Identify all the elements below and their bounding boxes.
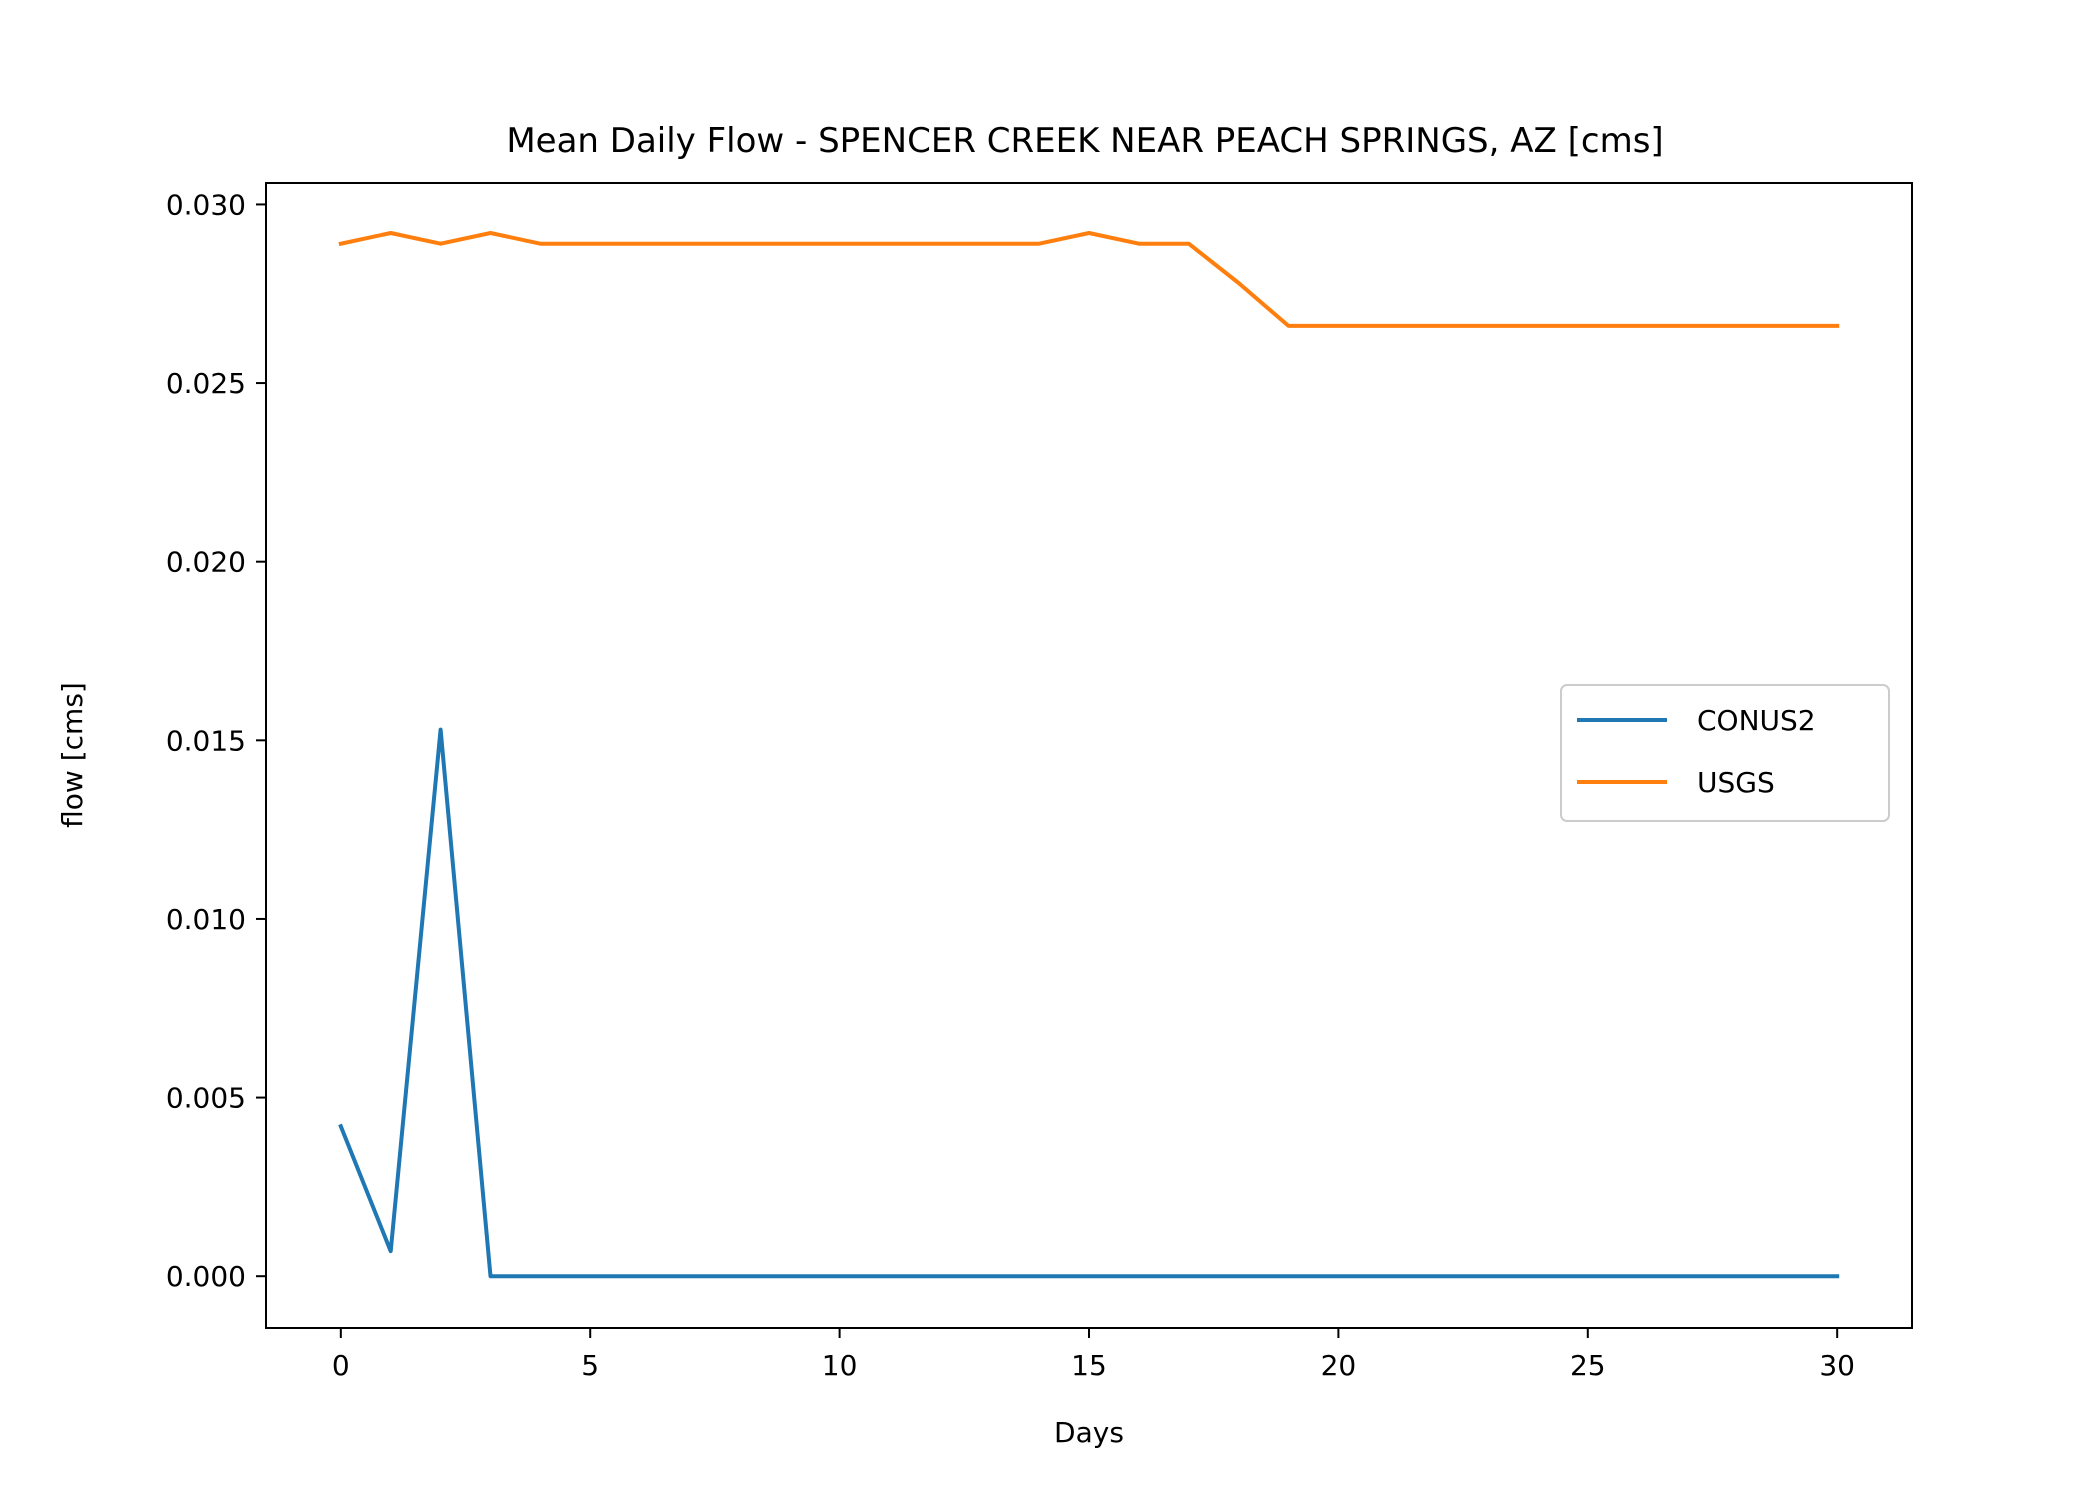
legend-label-usgs: USGS (1697, 766, 1775, 799)
x-tick-label: 30 (1819, 1349, 1855, 1382)
series-line-conus2 (338, 727, 1840, 1279)
x-axis-label: Days (1054, 1416, 1124, 1449)
y-tick-label: 0.005 (166, 1082, 246, 1115)
y-tick-label: 0.015 (166, 724, 246, 757)
y-tick-label: 0.020 (166, 546, 246, 579)
y-tick-label: 0.030 (166, 188, 246, 221)
x-tick-label: 5 (581, 1349, 599, 1382)
y-tick-label: 0.025 (166, 367, 246, 400)
y-axis-label: flow [cms] (56, 682, 89, 828)
chart-title: Mean Daily Flow - SPENCER CREEK NEAR PEA… (506, 121, 1663, 161)
legend: CONUS2 USGS (1560, 684, 1890, 822)
legend-label-conus2: CONUS2 (1697, 704, 1816, 737)
x-tick-label: 25 (1570, 1349, 1606, 1382)
x-tick-label: 10 (822, 1349, 858, 1382)
series-line-usgs (338, 231, 1840, 328)
x-tick-label: 20 (1321, 1349, 1357, 1382)
x-tick-label: 0 (332, 1349, 350, 1382)
x-tick-label: 15 (1071, 1349, 1107, 1382)
y-tick-label: 0.000 (166, 1260, 246, 1293)
y-tick-label: 0.010 (166, 903, 246, 936)
